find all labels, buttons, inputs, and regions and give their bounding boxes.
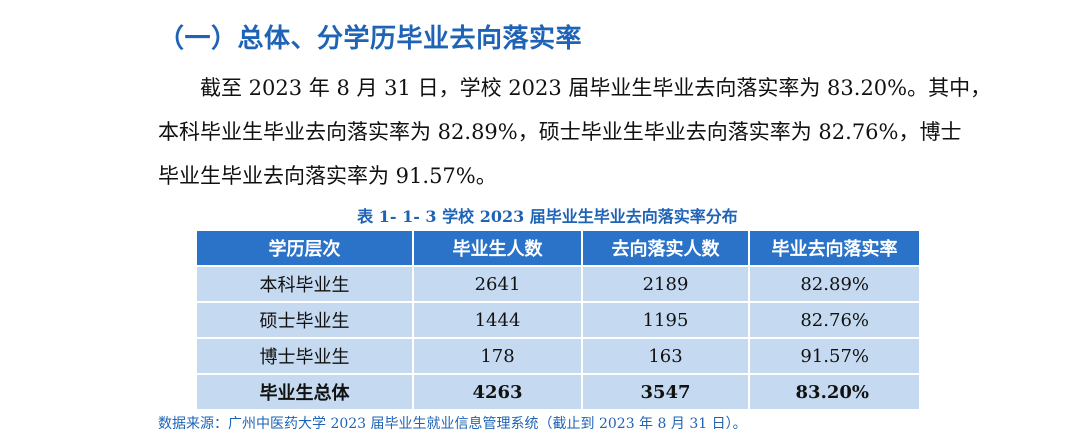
table-row: 博士毕业生 178 163 91.57% [195,337,921,375]
placed-cell: 163 [581,337,750,375]
data-source-note: 数据来源：广州中医药大学 2023 届毕业生就业信息管理系统（截止到 2023 … [158,416,747,432]
placed-cell: 3547 [581,373,750,411]
section-heading: （一）总体、分学历毕业去向落实率 [158,24,583,54]
table-caption: 表 1- 1- 3 学校 2023 届毕业生毕业去向落实率分布 [357,207,738,226]
row-label: 毕业生总体 [195,373,414,411]
row-label: 博士毕业生 [195,337,414,375]
placed-cell: 2189 [581,265,750,303]
graduates-cell: 178 [412,337,583,375]
placement-rate-table: 学历层次 毕业生人数 去向落实人数 毕业去向落实率 本科毕业生 2641 218… [195,229,921,411]
rate-cell: 91.57% [748,337,921,375]
paragraph-line-1: 截至 2023 年 8 月 31 日，学校 2023 届毕业生毕业去向落实率为 … [200,76,992,100]
header-graduates: 毕业生人数 [412,229,583,267]
paragraph-line-3: 毕业生毕业去向落实率为 91.57%。 [158,164,497,188]
summary-paragraph: 截至 2023 年 8 月 31 日，学校 2023 届毕业生毕业去向落实率为 … [158,70,992,202]
header-education-level: 学历层次 [195,229,414,267]
placed-cell: 1195 [581,301,750,339]
header-placed: 去向落实人数 [581,229,750,267]
table-row: 本科毕业生 2641 2189 82.89% [195,265,921,303]
table-header-row: 学历层次 毕业生人数 去向落实人数 毕业去向落实率 [195,229,921,267]
row-label: 硕士毕业生 [195,301,414,339]
table-row: 硕士毕业生 1444 1195 82.76% [195,301,921,339]
rate-cell: 82.76% [748,301,921,339]
header-placement-rate: 毕业去向落实率 [748,229,921,267]
rate-cell: 83.20% [748,373,921,411]
table-total-row: 毕业生总体 4263 3547 83.20% [195,373,921,411]
row-label: 本科毕业生 [195,265,414,303]
graduates-cell: 4263 [412,373,583,411]
paragraph-line-2: 本科毕业生毕业去向落实率为 82.89%，硕士毕业生毕业去向落实率为 82.76… [158,120,962,144]
rate-cell: 82.89% [748,265,921,303]
graduates-cell: 2641 [412,265,583,303]
graduates-cell: 1444 [412,301,583,339]
